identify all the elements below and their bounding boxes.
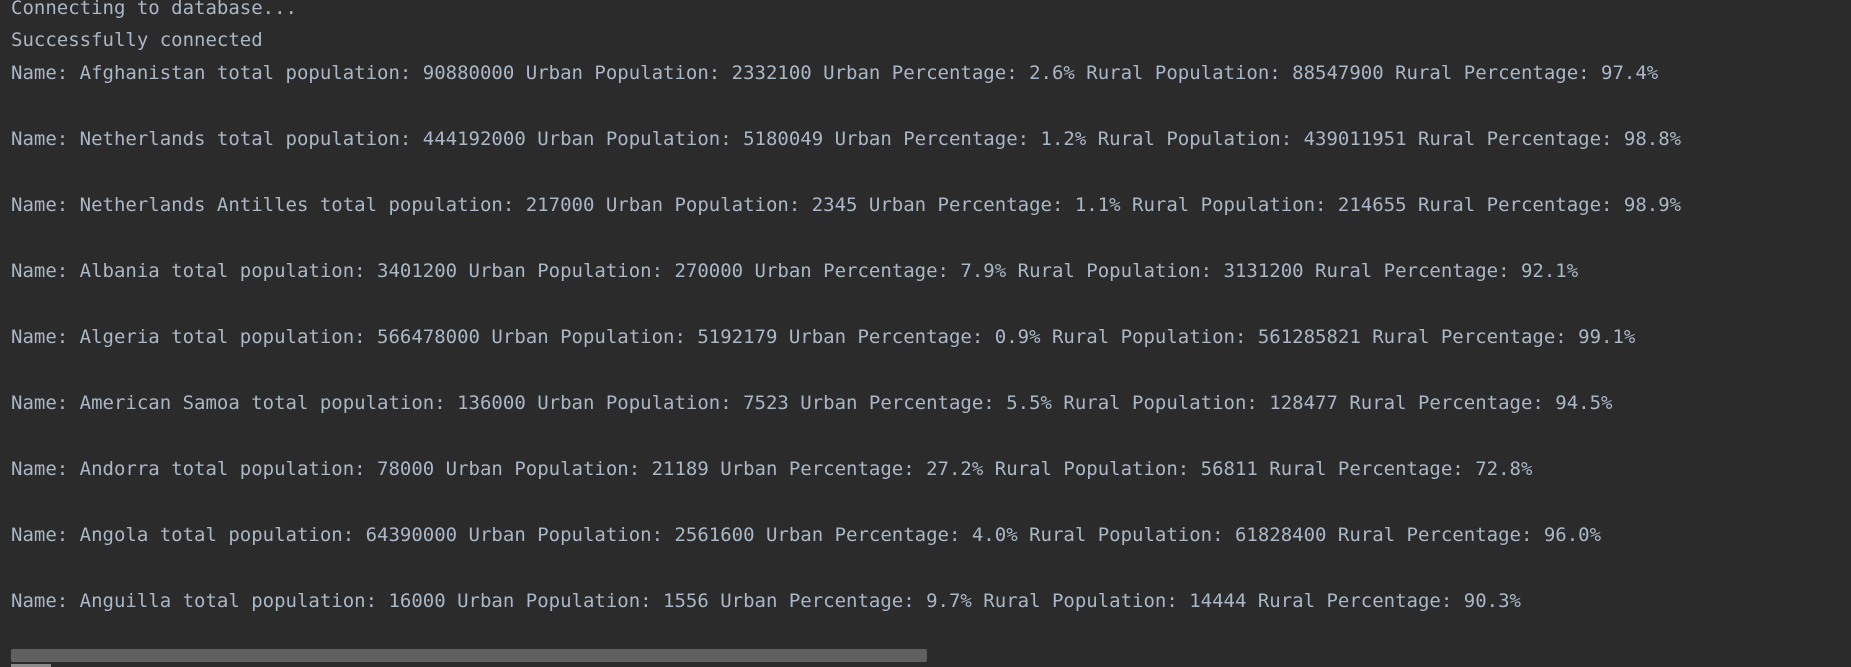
console-line: Name: Afghanistan total population: 9088… bbox=[11, 62, 1659, 84]
console-line-connecting: Connecting to database... bbox=[11, 0, 297, 19]
console-line: Name: Anguilla total population: 16000 U… bbox=[11, 590, 1521, 612]
console-line: Name: Albania total population: 3401200 … bbox=[11, 260, 1579, 282]
scrollbar-edge-indicator bbox=[11, 664, 51, 667]
console-line: Name: Netherlands Antilles total populat… bbox=[11, 194, 1682, 216]
console-line-connected: Successfully connected bbox=[11, 29, 263, 51]
console-line: Name: Netherlands total population: 4441… bbox=[11, 128, 1682, 150]
console-line: Name: American Samoa total population: 1… bbox=[11, 392, 1613, 414]
horizontal-scrollbar-thumb[interactable] bbox=[11, 649, 927, 662]
console-line: Name: Andorra total population: 78000 Ur… bbox=[11, 458, 1533, 480]
console-line: Name: Angola total population: 64390000 … bbox=[11, 524, 1602, 546]
console-line: Name: Algeria total population: 56647800… bbox=[11, 326, 1636, 348]
